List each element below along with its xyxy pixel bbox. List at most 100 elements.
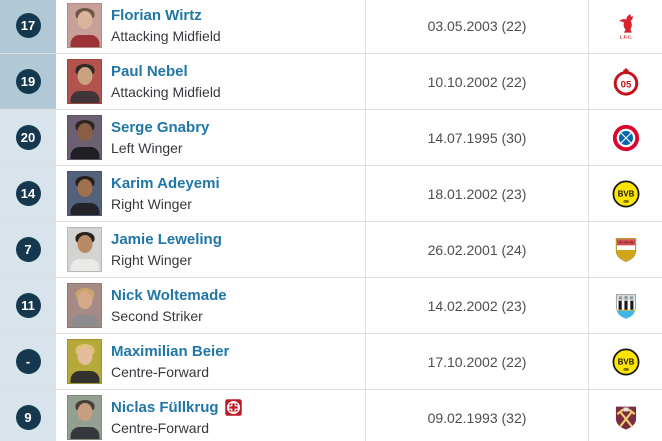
club-cell <box>589 0 662 53</box>
player-name-line: Serge Gnabry <box>111 117 209 138</box>
player-cell: Paul Nebel Attacking Midfield <box>56 54 366 109</box>
shirt-number-badge: 11 <box>15 293 41 318</box>
player-name-line: Niclas Füllkrug <box>111 397 242 418</box>
club-cell <box>589 166 662 221</box>
photo-shoulders <box>70 147 99 159</box>
shirt-number-cell: 19 <box>0 54 56 109</box>
dob-age-cell: 26.02.2001 (24) <box>366 222 589 277</box>
player-name-line: Maximilian Beier <box>111 341 229 362</box>
player-photo[interactable] <box>67 227 102 272</box>
photo-face <box>77 291 92 309</box>
table-row: 11 Nick Woltemade Second Striker 14.02.2… <box>0 278 662 334</box>
shirt-number: 7 <box>24 242 32 257</box>
dob-age-text: 17.10.2002 (22) <box>427 353 527 370</box>
player-cell: Florian Wirtz Attacking Midfield <box>56 0 366 53</box>
player-name-link[interactable]: Paul Nebel <box>111 62 188 80</box>
player-position: Left Winger <box>111 139 183 156</box>
player-info: Nick Woltemade Second Striker <box>111 285 227 327</box>
photo-face <box>77 11 92 29</box>
player-info: Florian Wirtz Attacking Midfield <box>111 5 221 47</box>
dob-age-text: 26.02.2001 (24) <box>427 241 527 258</box>
player-name-line: Karim Adeyemi <box>111 173 220 194</box>
photo-shoulders <box>70 35 99 47</box>
shirt-number: 14 <box>20 186 36 201</box>
club-cell <box>589 390 662 441</box>
photo-shoulders <box>70 91 99 103</box>
borussia-dortmund-logo[interactable] <box>612 180 640 208</box>
shirt-number-cell: 9 <box>0 390 56 441</box>
player-position: Centre-Forward <box>111 363 210 380</box>
shirt-number: 19 <box>20 74 36 89</box>
table-row: - Maximilian Beier Centre-Forward 17.10.… <box>0 334 662 390</box>
dob-age-cell: 17.10.2002 (22) <box>366 334 589 389</box>
player-name-link[interactable]: Maximilian Beier <box>111 342 230 360</box>
dob-age-cell: 18.01.2002 (23) <box>366 166 589 221</box>
shirt-number: 9 <box>24 410 32 425</box>
photo-face <box>77 179 92 197</box>
player-cell: Serge Gnabry Left Winger <box>56 110 366 165</box>
injury-cross-icon[interactable] <box>225 399 242 416</box>
photo-shoulders <box>70 371 99 383</box>
player-photo[interactable] <box>67 3 102 48</box>
dob-age-text: 14.02.2002 (23) <box>427 297 527 314</box>
dob-age-cell: 09.02.1993 (32) <box>366 390 589 441</box>
table-row: 9 Niclas Füllkrug Centre-Forward 09.02.1… <box>0 390 662 441</box>
shirt-number-badge: 14 <box>15 181 41 206</box>
shirt-number-cell: 7 <box>0 222 56 277</box>
shirt-number-badge: 17 <box>15 13 41 38</box>
player-cell: Maximilian Beier Centre-Forward <box>56 334 366 389</box>
player-photo[interactable] <box>67 339 102 384</box>
dob-age-text: 10.10.2002 (22) <box>427 73 527 90</box>
mainz-05-logo[interactable] <box>612 68 640 96</box>
player-name-link[interactable]: Serge Gnabry <box>111 118 210 136</box>
photo-shoulders <box>70 315 99 327</box>
player-name-link[interactable]: Nick Woltemade <box>111 286 227 304</box>
borussia-dortmund-logo[interactable] <box>612 348 640 376</box>
player-photo[interactable] <box>67 395 102 440</box>
shirt-number-badge: 9 <box>15 405 41 430</box>
shirt-number: 17 <box>20 18 36 33</box>
shirt-number-badge: - <box>15 349 41 374</box>
bayern-munich-logo[interactable] <box>612 124 640 152</box>
player-position: Right Winger <box>111 195 192 212</box>
player-cell: Jamie Leweling Right Winger <box>56 222 366 277</box>
table-row: 20 Serge Gnabry Left Winger 14.07.1995 (… <box>0 110 662 166</box>
player-photo[interactable] <box>67 171 102 216</box>
shirt-number-badge: 7 <box>15 237 41 262</box>
table-row: 17 Florian Wirtz Attacking Midfield 03.0… <box>0 0 662 54</box>
dob-age-text: 09.02.1993 (32) <box>427 409 527 426</box>
player-info: Jamie Leweling Right Winger <box>111 229 222 271</box>
player-name-line: Nick Woltemade <box>111 285 227 306</box>
player-name-line: Florian Wirtz <box>111 5 221 26</box>
player-photo[interactable] <box>67 115 102 160</box>
shirt-number-cell: 20 <box>0 110 56 165</box>
table-row: 7 Jamie Leweling Right Winger 26.02.2001… <box>0 222 662 278</box>
photo-face <box>77 403 92 421</box>
shirt-number: - <box>25 354 31 369</box>
liverpool-logo[interactable] <box>612 12 640 40</box>
player-name-link[interactable]: Jamie Leweling <box>111 230 222 248</box>
dob-age-cell: 03.05.2003 (22) <box>366 0 589 53</box>
player-name-link[interactable]: Karim Adeyemi <box>111 174 220 192</box>
newcastle-united-logo[interactable] <box>612 292 640 320</box>
west-ham-logo[interactable] <box>612 404 640 432</box>
player-name-line: Paul Nebel <box>111 61 221 82</box>
dob-age-cell: 14.07.1995 (30) <box>366 110 589 165</box>
player-cell: Niclas Füllkrug Centre-Forward <box>56 390 366 441</box>
photo-shoulders <box>70 427 99 439</box>
player-name-link[interactable]: Niclas Füllkrug <box>111 398 219 416</box>
dob-age-text: 14.07.1995 (30) <box>427 129 527 146</box>
photo-shoulders <box>70 203 99 215</box>
photo-shoulders <box>70 259 99 271</box>
shirt-number-badge: 20 <box>15 125 41 150</box>
club-cell <box>589 110 662 165</box>
dob-age-cell: 14.02.2002 (23) <box>366 278 589 333</box>
player-name-link[interactable]: Florian Wirtz <box>111 6 202 24</box>
club-cell <box>589 222 662 277</box>
vfb-stuttgart-logo[interactable] <box>612 236 640 264</box>
player-photo[interactable] <box>67 59 102 104</box>
player-cell: Nick Woltemade Second Striker <box>56 278 366 333</box>
player-photo[interactable] <box>67 283 102 328</box>
